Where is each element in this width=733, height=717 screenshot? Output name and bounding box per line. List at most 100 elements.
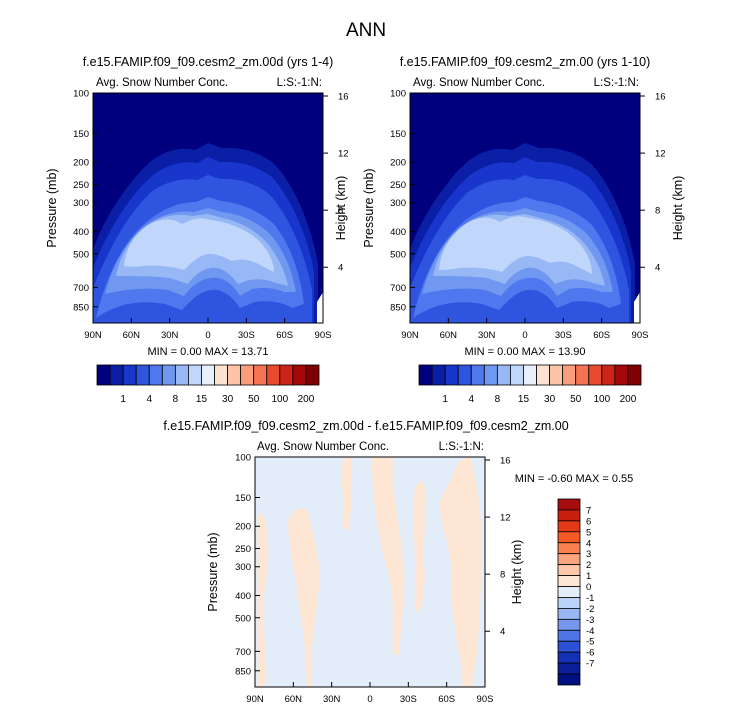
panel-3-xtick-label: 60N <box>285 694 303 705</box>
colorbar-1-label: 15 <box>196 394 208 405</box>
colorbar-3-label: -1 <box>586 593 594 604</box>
panel-1-ytick-label: 500 <box>73 249 89 260</box>
panel-3-axes: 90N 60N 30N 0 30S 60S 90S 100 150 200 250 300 400 500… <box>235 453 510 706</box>
panel-3-y2label: Height (km) <box>510 540 524 605</box>
panel-2-ylabel: Pressure (mb) <box>362 168 376 247</box>
panel-3-ytick-label: 150 <box>235 493 251 504</box>
panel-1-left-label: Avg. Snow Number Conc. <box>96 77 228 89</box>
panel-2-plot-area <box>410 93 640 323</box>
panel-2-ytick-label: 200 <box>390 158 406 169</box>
colorbar-3-swatch <box>557 586 581 598</box>
panel-3-pos-region-3 <box>341 457 353 530</box>
panel-3-title: f.e15.FAMIP.f09_f09.cesm2_zm.00d - f.e15… <box>163 419 568 433</box>
panel-1-ytick-label: 100 <box>73 89 89 100</box>
panel-3-pos-region-1 <box>257 512 269 687</box>
colorbar-3-swatch <box>557 651 581 664</box>
panel-2-y2tick-label: 4 <box>655 263 660 274</box>
panel-2-ytick-label: 250 <box>390 180 406 191</box>
panel-1-y2tick-label: 12 <box>338 149 349 160</box>
colorbar-1-swatch <box>135 364 150 386</box>
colorbar-3-label: -7 <box>586 659 594 670</box>
colorbar-2-label: 30 <box>544 394 556 405</box>
colorbar-1-swatch <box>266 364 281 386</box>
panel-2-xtick-label: 90S <box>632 330 649 341</box>
colorbar-2-swatch <box>444 364 459 386</box>
colorbar-3-swatch <box>557 509 581 522</box>
colorbar-1-label: 30 <box>222 394 234 405</box>
colorbar-1-swatch <box>188 364 202 386</box>
panel-2-ytick-label: 400 <box>390 227 406 238</box>
panel-1-ylabel: Pressure (mb) <box>45 168 59 247</box>
panel-1-ytick-label: 200 <box>73 158 89 169</box>
colorbar-1-label: 8 <box>173 394 179 405</box>
colorbar-1-label: 100 <box>271 394 288 405</box>
colorbar-2-swatch <box>588 364 603 386</box>
panel-2-left-label: Avg. Snow Number Conc. <box>413 77 545 89</box>
panel-3-pos-region-5 <box>412 481 427 612</box>
colorbar-2-label: 200 <box>620 394 637 405</box>
colorbar-2-swatch <box>418 364 433 386</box>
panel-3-y2tick-label: 8 <box>500 570 505 581</box>
colorbar-3-label: 2 <box>586 560 591 571</box>
colorbar-3-swatch <box>557 531 581 544</box>
colorbar-3-swatch <box>557 629 581 642</box>
panel-2: f.e15.FAMIP.f09_f09.cesm2_zm.00 (yrs 1-1… <box>362 55 685 358</box>
panel-3-xtick-label: 30N <box>323 694 341 705</box>
colorbar-3-swatch <box>557 498 581 511</box>
panel-1-xtick-label: 0 <box>205 330 210 341</box>
colorbar-1-swatch <box>227 364 242 386</box>
panel-3-xtick-label: 90S <box>477 694 494 705</box>
panel-1-xtick-label: 90S <box>315 330 332 341</box>
panel-2-ytick-label: 500 <box>390 249 406 260</box>
panel-1-xtick-label: 30N <box>161 330 179 341</box>
panel-1-axes: 90N 60N 30N 0 30S 60S 90S 100 150 200 250 300 400 500… <box>73 89 348 342</box>
panel-1: f.e15.FAMIP.f09_f09.cesm2_zm.00d (yrs 1-… <box>45 55 349 358</box>
colorbar-2-swatch <box>470 364 485 386</box>
panel-3-xtick-label: 0 <box>367 694 372 705</box>
panel-1-ytick-label: 150 <box>73 129 89 140</box>
colorbar-1-swatch <box>279 364 294 386</box>
colorbar-3-label: -2 <box>586 604 594 615</box>
colorbar-1-swatch <box>214 364 228 386</box>
panel-2-xtick-label: 90N <box>401 330 419 341</box>
panel-2-surface-gap <box>634 292 640 323</box>
colorbar-3-label: 7 <box>586 505 591 516</box>
colorbar-3-label: 5 <box>586 527 591 538</box>
panel-3-ytick-label: 100 <box>235 453 251 464</box>
colorbar-2-swatch <box>536 364 550 386</box>
colorbar-3-label: -6 <box>586 648 594 659</box>
colorbar-3-label: -3 <box>586 615 594 626</box>
colorbar-3-swatch <box>557 608 581 620</box>
panel-1-xtick-label: 60S <box>276 330 293 341</box>
colorbar-2-swatch <box>496 364 511 386</box>
panel-3-pos-region-6 <box>439 457 482 687</box>
panel-1-contour-7 <box>124 218 274 272</box>
colorbar-3-swatch <box>557 542 581 555</box>
colorbar-1-label: 200 <box>298 394 315 405</box>
colorbar-1-swatch <box>253 364 268 386</box>
colorbar-1-label: 4 <box>146 394 152 405</box>
panel-2-title: f.e15.FAMIP.f09_f09.cesm2_zm.00 (yrs 1-1… <box>400 55 651 69</box>
panel-2-right-label: L:S:-1:N: <box>594 77 639 89</box>
colorbar-panel-2: 1 4 8 15 30 50 100 200 <box>418 364 642 405</box>
panel-2-stats: MIN = 0.00 MAX = 13.90 <box>464 346 585 358</box>
panel-1-surface-gap <box>317 292 323 323</box>
panel-3-xtick-label: 60S <box>438 694 455 705</box>
panel-3-stats: MIN = -0.60 MAX = 0.55 <box>515 473 634 485</box>
panel-1-xtick-label: 30S <box>238 330 255 341</box>
colorbar-3-label: 1 <box>586 571 591 582</box>
colorbar-3-swatch <box>557 564 581 576</box>
panel-2-ytick-label: 700 <box>390 283 406 294</box>
panel-3: f.e15.FAMIP.f09_f09.cesm2_zm.00d - f.e15… <box>163 419 633 705</box>
panel-2-xtick-label: 30N <box>478 330 496 341</box>
panel-3-left-label: Avg. Snow Number Conc. <box>257 441 389 453</box>
panel-2-xtick-label: 60S <box>593 330 610 341</box>
colorbar-2-swatch <box>627 364 642 386</box>
colorbar-2-label: 4 <box>468 394 474 405</box>
panel-1-stats: MIN = 0.00 MAX = 13.71 <box>147 346 268 358</box>
colorbar-3-swatch <box>557 662 581 675</box>
panel-1-xtick-label: 90N <box>84 330 102 341</box>
colorbar-1-swatch <box>174 364 189 386</box>
panel-3-pos-region-2 <box>288 508 320 687</box>
colorbar-2-label: 100 <box>593 394 610 405</box>
